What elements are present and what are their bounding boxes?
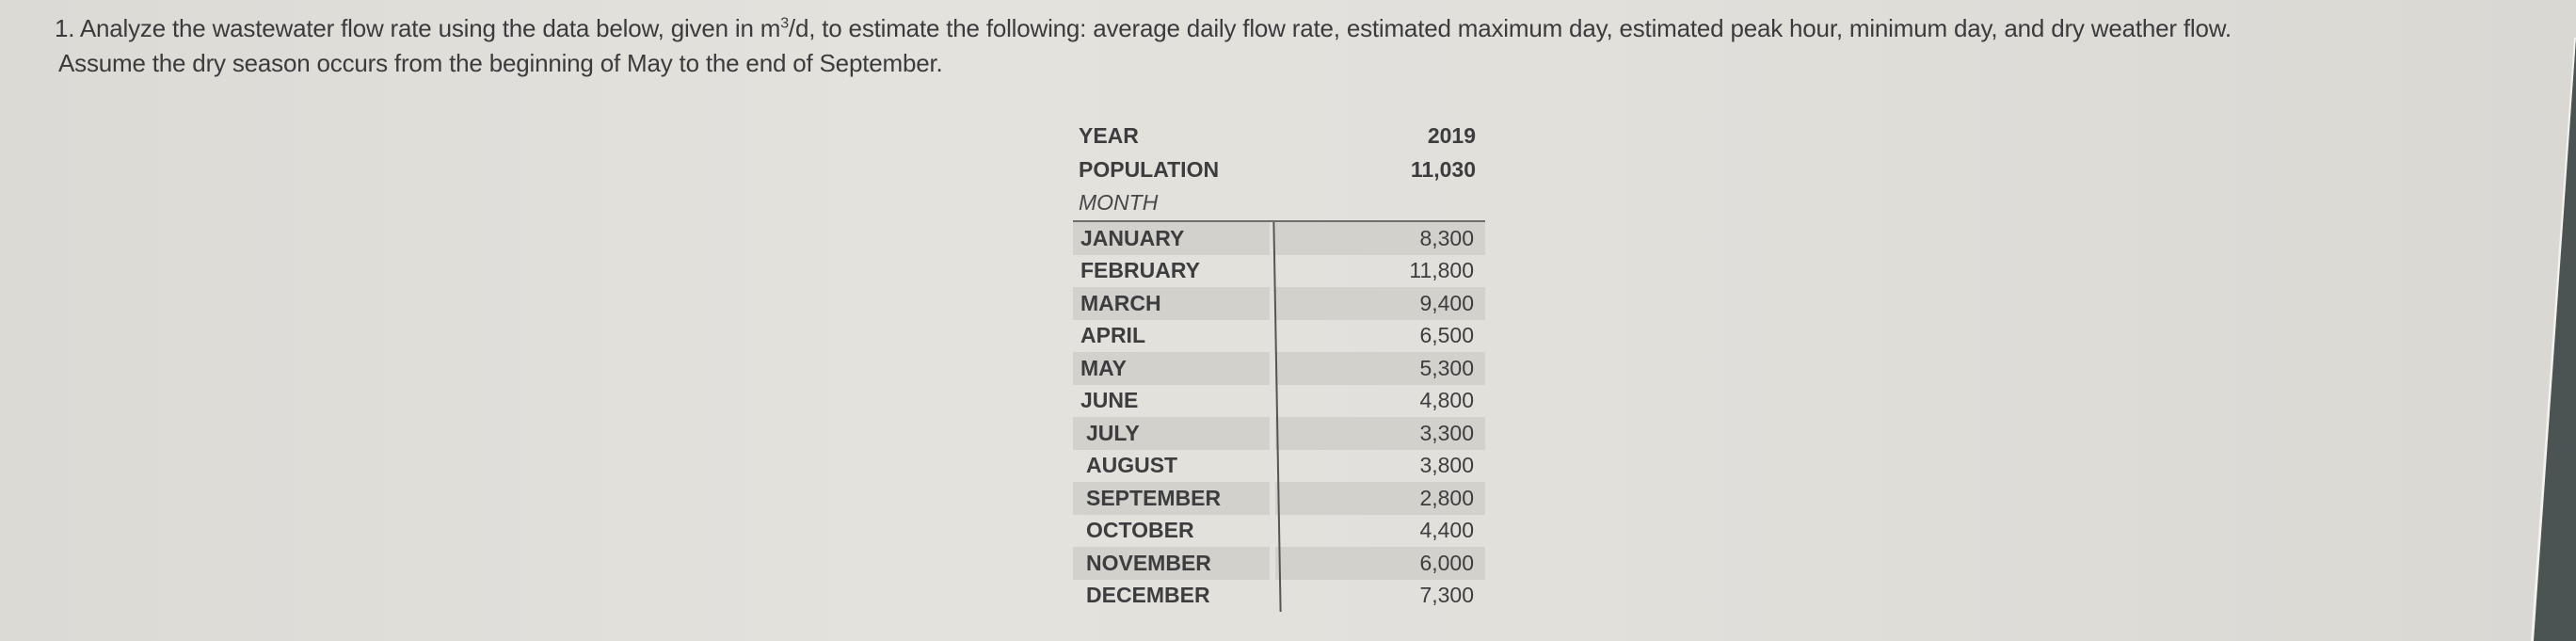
table-row: DECEMBER 7,300 (1073, 580, 1487, 613)
flow-cell: 7,300 (1419, 583, 1474, 608)
population-row: POPULATION 11,030 (1073, 152, 1487, 186)
table-row: JULY 3,300 (1073, 417, 1487, 450)
flow-cell: 6,500 (1419, 323, 1474, 348)
header-rule (1073, 220, 1485, 222)
table-row: MARCH 9,400 (1073, 287, 1487, 320)
flow-cell: 6,000 (1275, 547, 1485, 580)
month-cell: APRIL (1080, 323, 1145, 348)
month-cell: MARCH (1073, 287, 1270, 320)
month-cell: FEBRUARY (1080, 258, 1200, 283)
table-row: MAY 5,300 (1073, 352, 1487, 385)
flow-cell: 4,400 (1419, 518, 1474, 543)
question-text: 1. Analyze the wastewater flow rate usin… (55, 11, 2502, 81)
flow-data-table: YEAR 2019 POPULATION 11,030 MONTH JANUAR… (1073, 119, 1487, 612)
table-row: JUNE 4,800 (1073, 385, 1487, 418)
table-body: JANUARY 8,300 FEBRUARY 11,800 MARCH 9,400 A… (1073, 222, 1487, 612)
table-row: FEBRUARY 11,800 (1073, 255, 1487, 288)
month-cell: OCTOBER (1086, 518, 1194, 543)
year-row: YEAR 2019 (1073, 119, 1487, 152)
month-cell: AUGUST (1086, 453, 1178, 478)
month-cell: JANUARY (1073, 222, 1270, 255)
table-row: OCTOBER 4,400 (1073, 515, 1487, 548)
table-row: NOVEMBER 6,000 (1073, 547, 1487, 580)
question-text-part: Analyze the wastewater flow rate using t… (79, 14, 781, 42)
year-label: YEAR (1079, 122, 1139, 148)
flow-cell: 5,300 (1275, 352, 1485, 385)
year-value: 2019 (1427, 122, 1476, 148)
flow-cell: 3,300 (1275, 417, 1485, 450)
table-row: SEPTEMBER 2,800 (1073, 482, 1487, 515)
flow-cell: 3,800 (1419, 453, 1474, 478)
flow-cell: 11,800 (1409, 258, 1474, 283)
flow-cell: 4,800 (1419, 388, 1474, 413)
month-cell: NOVEMBER (1073, 547, 1270, 580)
month-cell: DECEMBER (1086, 583, 1210, 608)
question-number: 1. (55, 14, 75, 42)
flow-cell: 9,400 (1275, 287, 1485, 320)
table-row: APRIL 6,500 (1073, 320, 1487, 353)
question-line-1: 1. Analyze the wastewater flow rate usin… (55, 11, 2502, 46)
superscript-exponent: 3 (780, 15, 789, 32)
table-row: JANUARY 8,300 (1073, 222, 1487, 255)
month-cell: JUNE (1080, 388, 1139, 413)
month-header: MONTH (1079, 190, 1159, 215)
population-value: 11,030 (1410, 156, 1476, 182)
flow-cell: 8,300 (1275, 222, 1485, 255)
month-cell: MAY (1073, 352, 1270, 385)
question-text-part: /d, to estimate the following: average d… (788, 14, 2232, 42)
question-line-2: Assume the dry season occurs from the be… (58, 49, 943, 77)
table-row: AUGUST 3,800 (1073, 450, 1487, 483)
population-label: POPULATION (1079, 156, 1220, 182)
month-cell: SEPTEMBER (1073, 482, 1270, 515)
month-cell: JULY (1073, 417, 1270, 450)
flow-cell: 2,800 (1275, 482, 1485, 515)
